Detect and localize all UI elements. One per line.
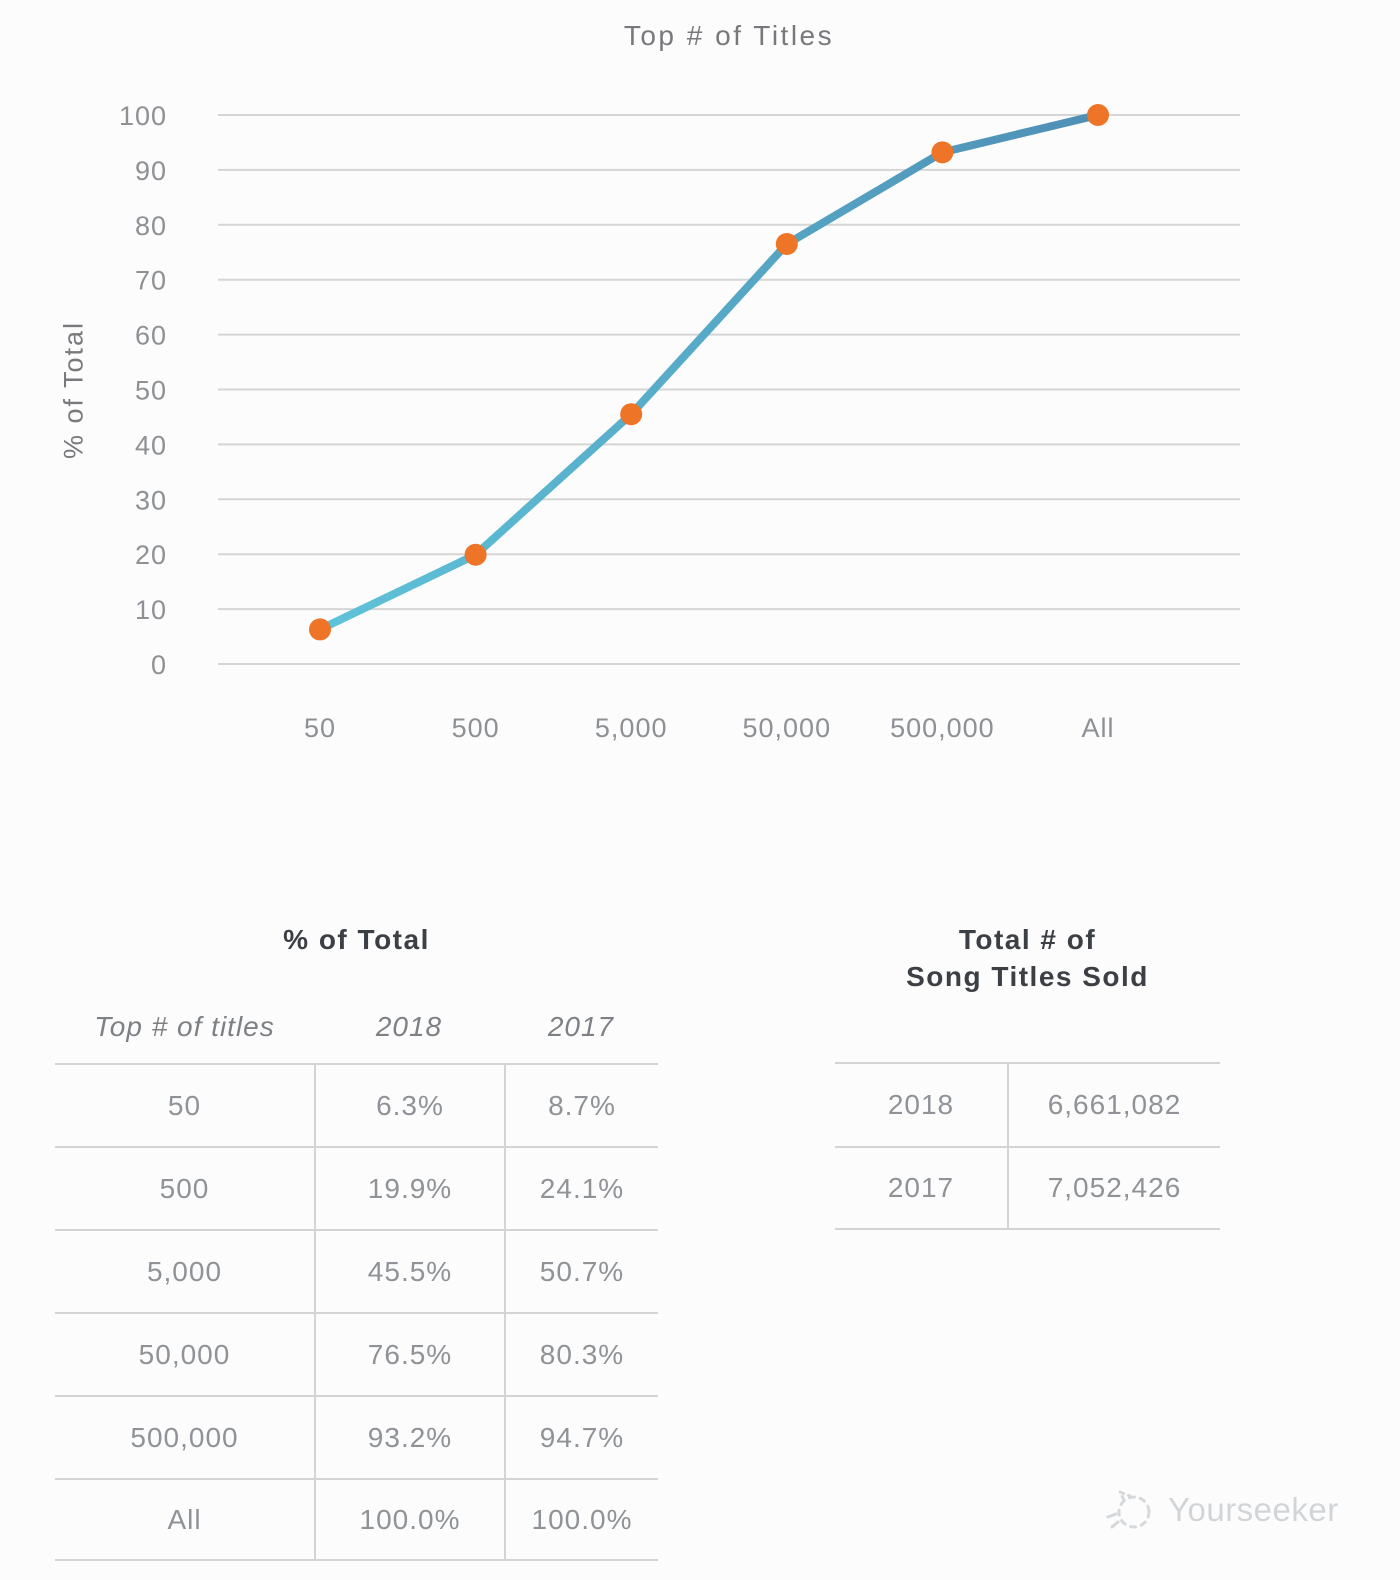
table-cell: 50,000: [55, 1312, 314, 1395]
data-point: [931, 141, 954, 164]
table-cell: 500,000: [55, 1395, 314, 1478]
y-tick-label: 50: [135, 376, 167, 406]
x-tick-label: 500: [452, 713, 500, 743]
table-cell: 6,661,082: [1007, 1062, 1220, 1146]
series-line-2018: [316, 111, 1102, 634]
y-tick-label: 30: [135, 485, 167, 515]
table-cell: 50.7%: [504, 1229, 658, 1312]
table-cell: 6.3%: [314, 1063, 504, 1146]
data-point-markers: [309, 104, 1109, 641]
table-header-row: Top # of titles 2018 2017: [55, 1005, 658, 1049]
table-cell: 2018: [835, 1062, 1007, 1146]
x-tick-label: 50,000: [743, 713, 832, 743]
data-point: [309, 618, 331, 641]
chart-title: Top # of Titles: [623, 20, 835, 51]
table-cell: 100.0%: [314, 1478, 504, 1561]
table-cell: 8.7%: [504, 1063, 658, 1146]
y-tick-label: 0: [151, 650, 167, 680]
table-cell: All: [55, 1478, 314, 1561]
y-tick-label: 70: [135, 266, 167, 296]
table-cell: 50: [55, 1063, 314, 1146]
table-body: 2018 6,661,082 2017 7,052,426: [835, 1062, 1220, 1230]
table-title-line2: Song Titles Sold: [906, 961, 1149, 992]
table-cell: 93.2%: [314, 1395, 504, 1478]
table-cell: 2017: [835, 1146, 1007, 1230]
table-cell: 45.5%: [314, 1229, 504, 1312]
table-cell: 5,000: [55, 1229, 314, 1312]
x-tick-label: All: [1081, 713, 1114, 743]
table-cell: 19.9%: [314, 1146, 504, 1229]
data-point: [1087, 104, 1109, 126]
table-body: 50 6.3% 8.7% 500 19.9% 24.1% 5,000 45.5% 50.7% 50…: [55, 1063, 658, 1561]
table-cell: 94.7%: [504, 1395, 658, 1478]
column-header: 2017: [547, 1011, 615, 1042]
table-cell: 7,052,426: [1007, 1146, 1220, 1230]
y-tick-label: 60: [135, 321, 167, 351]
table-title: % of Total: [283, 924, 430, 955]
table-cell: 100.0%: [504, 1478, 658, 1561]
yourseeker-label: Yourseeker: [1168, 1491, 1339, 1528]
table-title-line1: Total # of: [958, 924, 1097, 955]
x-tick-label: 50: [304, 713, 336, 743]
y-tick-label: 100: [119, 101, 167, 131]
percent-of-total-table: % of Total Top # of titles 2018 2017 50 6…: [55, 915, 658, 1575]
y-tick-label: 10: [135, 595, 167, 625]
y-tick-label: 20: [135, 540, 167, 570]
titles-sold-table: Total # of Song Titles Sold 2018 6,661,08…: [835, 915, 1220, 1245]
table-cell: 76.5%: [314, 1312, 504, 1395]
data-point: [775, 233, 798, 256]
x-tick-label: 5,000: [595, 713, 668, 743]
data-point: [464, 543, 487, 566]
table-cell: 500: [55, 1146, 314, 1229]
cat-doodle-icon: [1106, 1489, 1151, 1529]
y-axis-ticks: 0 10 20 30 40 50 60 70 80 90 100: [119, 101, 167, 680]
yourseeker-logo: Yourseeker: [1106, 1484, 1339, 1536]
chart-gridlines: [218, 114, 1240, 665]
table-cell: 24.1%: [504, 1146, 658, 1229]
column-header: Top # of titles: [94, 1011, 275, 1042]
column-header: 2018: [375, 1011, 443, 1042]
table-cell: 80.3%: [504, 1312, 658, 1395]
y-tick-label: 40: [135, 430, 167, 460]
x-tick-label: 500,000: [890, 713, 995, 743]
y-tick-label: 90: [135, 156, 167, 186]
data-point: [620, 403, 643, 426]
y-tick-label: 80: [135, 211, 167, 241]
x-axis-ticks: 50 500 5,000 50,000 500,000 All: [304, 713, 1114, 743]
